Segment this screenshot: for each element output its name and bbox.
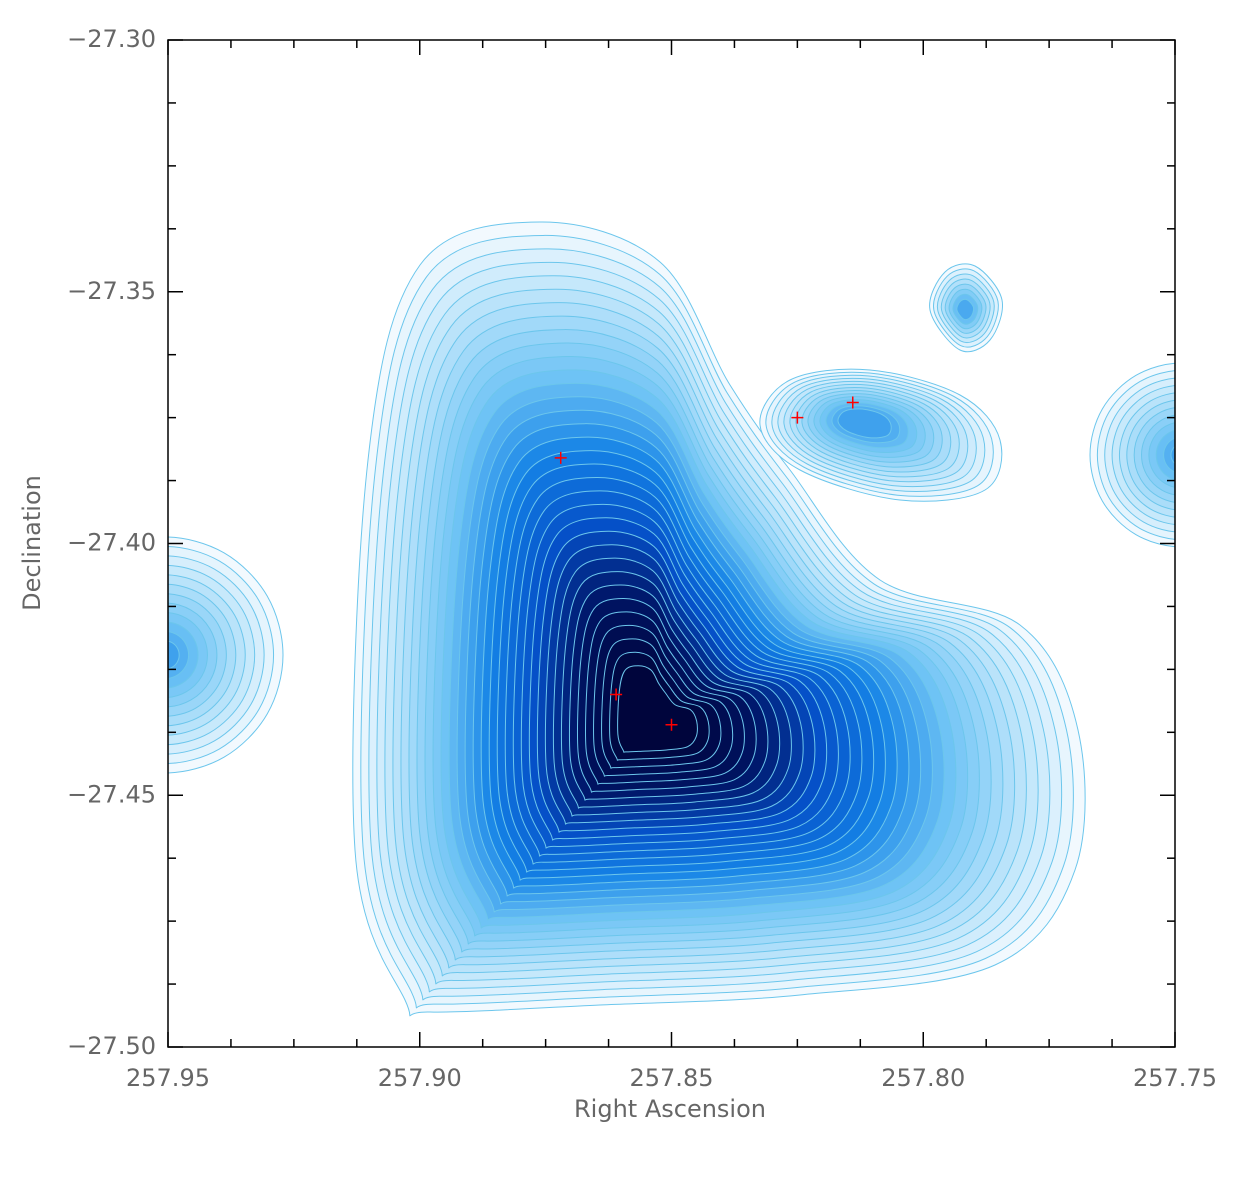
y-tick-label: −27.45 <box>67 780 156 808</box>
source-marker <box>791 411 804 424</box>
source-marker <box>846 396 859 409</box>
density-contour <box>957 299 974 319</box>
y-tick-label: −27.30 <box>67 25 156 53</box>
y-axis-label: Declination <box>18 475 46 611</box>
x-axis-label: Right Ascension <box>574 1095 766 1123</box>
density-contour <box>1164 437 1175 474</box>
density-contour <box>838 409 891 438</box>
y-tick-label: −27.50 <box>67 1032 156 1060</box>
source-marker <box>665 718 678 731</box>
y-tick-label: −27.35 <box>67 277 156 305</box>
x-tick-label: 257.80 <box>881 1064 965 1092</box>
x-tick-label: 257.90 <box>378 1064 462 1092</box>
density-contour <box>168 641 179 669</box>
density-contour <box>168 631 188 678</box>
source-marker <box>554 451 567 464</box>
density-contour <box>618 666 698 753</box>
x-tick-label: 257.85 <box>630 1064 714 1092</box>
x-tick-label: 257.95 <box>126 1064 210 1092</box>
density-contour <box>1171 444 1175 466</box>
x-tick-label: 257.75 <box>1133 1064 1217 1092</box>
density-map <box>168 222 1175 1016</box>
source-marker <box>610 688 623 701</box>
y-tick-label: −27.40 <box>67 529 156 557</box>
